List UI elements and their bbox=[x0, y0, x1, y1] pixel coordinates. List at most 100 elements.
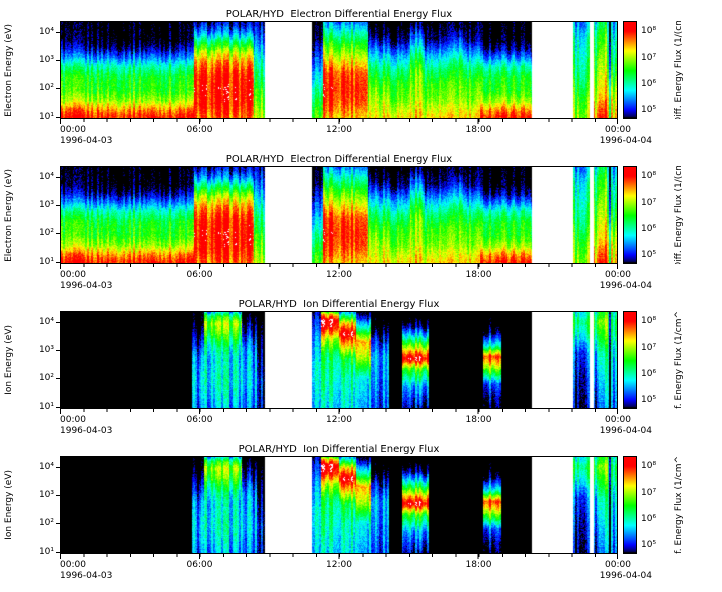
x-tick-label: 18:00 bbox=[465, 415, 492, 425]
y-tick-label: 10⁴ bbox=[38, 461, 54, 472]
y-tick-label: 10⁴ bbox=[38, 316, 54, 327]
x-tick-label: 18:00 bbox=[465, 125, 492, 135]
spectrogram-canvas bbox=[61, 22, 617, 118]
y-tick-label: 10⁴ bbox=[38, 171, 54, 182]
x-date-start: 1996-04-03 bbox=[60, 281, 113, 291]
colorbar-tick-labels: 10⁸ 10⁷ 10⁶ 10⁵ bbox=[637, 456, 671, 554]
y-tick-label: 10³ bbox=[38, 200, 54, 211]
colorbar-tick-label: 10⁸ bbox=[641, 171, 657, 182]
y-axis-label: Electron Energy (eV) bbox=[4, 23, 14, 117]
spectrogram-canvas bbox=[61, 312, 617, 408]
x-tick-label: 00:00 bbox=[60, 415, 86, 425]
spectrogram-plot bbox=[60, 21, 618, 119]
colorbar bbox=[623, 456, 637, 554]
colorbar bbox=[623, 311, 637, 409]
colorbar-tick-label: 10⁶ bbox=[641, 78, 657, 89]
x-axis: 00:00 06:00 12:00 18:00 00:00 1996-04-03 1996-… bbox=[60, 119, 652, 149]
colorbar-tick-label: 10⁵ bbox=[641, 105, 657, 116]
y-tick-mark bbox=[56, 31, 60, 33]
y-tick-label: 10³ bbox=[38, 55, 54, 66]
y-tick-mark bbox=[56, 466, 60, 468]
colorbar-tick-label: 10⁸ bbox=[641, 316, 657, 327]
y-tick-labels: 10⁴ 10³ 10² 10¹ bbox=[16, 456, 60, 557]
colorbar-tick-label: 10⁵ bbox=[641, 250, 657, 261]
x-tick-label: 06:00 bbox=[186, 415, 213, 425]
x-date-end: 1996-04-04 bbox=[599, 281, 653, 291]
y-tick-label: 10² bbox=[38, 518, 54, 529]
plot-row: Ion Energy (eV) 10⁴ 10³ 10² 10¹ 10⁸ 10⁷ 10⁶ 10… bbox=[2, 456, 722, 557]
colorbar-label: f. Energy Flux (1/cm^ bbox=[674, 311, 684, 409]
y-tick-mark bbox=[56, 495, 60, 497]
y-tick-mark bbox=[56, 523, 60, 525]
x-axis-major-ticks bbox=[60, 409, 618, 414]
y-tick-mark bbox=[56, 205, 60, 207]
panel-title: POLAR/HYD Electron Differential Energy F… bbox=[225, 154, 453, 165]
y-tick-mark bbox=[56, 233, 60, 235]
x-tick-label: 18:00 bbox=[465, 270, 492, 280]
spectrogram-plot bbox=[60, 311, 618, 409]
y-tick-label: 10² bbox=[38, 228, 54, 239]
panel-title: POLAR/HYD Electron Differential Energy F… bbox=[225, 9, 453, 20]
y-tick-label: 10² bbox=[38, 83, 54, 94]
colorbar-canvas bbox=[624, 167, 636, 263]
colorbar-label: f. Energy Flux (1/cm^ bbox=[674, 456, 684, 554]
x-tick-label: 12:00 bbox=[326, 415, 352, 425]
x-tick-label: 00:00 bbox=[60, 125, 86, 135]
y-tick-labels: 10⁴ 10³ 10² 10¹ bbox=[16, 21, 60, 122]
y-tick-label: 10³ bbox=[38, 345, 54, 356]
x-tick-label: 18:00 bbox=[465, 560, 492, 570]
spectrogram-panel: POLAR/HYD Ion Differential Energy Flux I… bbox=[2, 443, 722, 584]
spectrogram-canvas bbox=[61, 167, 617, 263]
x-axis: 00:00 06:00 12:00 18:00 00:00 1996-04-03 1996-… bbox=[60, 264, 652, 294]
y-tick-mark bbox=[56, 551, 60, 553]
plot-row: Electron Energy (eV) 10⁴ 10³ 10² 10¹ 10⁸ 10⁷… bbox=[2, 21, 722, 122]
x-tick-label: 12:00 bbox=[326, 560, 352, 570]
y-tick-mark bbox=[56, 406, 60, 408]
y-tick-mark bbox=[56, 88, 60, 90]
spectrogram-panel: POLAR/HYD Electron Differential Energy F… bbox=[2, 153, 722, 294]
x-tick-label: 00:00 bbox=[60, 270, 86, 280]
y-tick-mark bbox=[56, 378, 60, 380]
y-tick-mark bbox=[56, 60, 60, 62]
colorbar-tick-label: 10⁶ bbox=[641, 368, 657, 379]
panel-title: POLAR/HYD Ion Differential Energy Flux bbox=[238, 444, 440, 455]
spectrogram-panel: POLAR/HYD Electron Differential Energy F… bbox=[2, 8, 722, 149]
y-tick-mark bbox=[56, 116, 60, 118]
y-tick-label: 10³ bbox=[38, 490, 54, 501]
colorbar-tick-label: 10⁷ bbox=[641, 52, 657, 63]
y-tick-labels: 10⁴ 10³ 10² 10¹ bbox=[16, 166, 60, 267]
x-tick-label: 00:00 bbox=[605, 270, 631, 280]
x-axis-major-ticks bbox=[60, 119, 618, 124]
x-date-end: 1996-04-04 bbox=[599, 136, 653, 146]
y-tick-mark bbox=[56, 321, 60, 323]
x-date-end: 1996-04-04 bbox=[599, 571, 653, 581]
x-tick-label: 00:00 bbox=[60, 560, 86, 570]
x-tick-label: 12:00 bbox=[326, 270, 352, 280]
y-tick-label: 10¹ bbox=[38, 256, 54, 267]
x-date-end: 1996-04-04 bbox=[599, 426, 653, 436]
colorbar-canvas bbox=[624, 457, 636, 553]
colorbar-tick-label: 10⁵ bbox=[641, 540, 657, 551]
y-tick-label: 10¹ bbox=[38, 401, 54, 412]
y-axis-label: Ion Energy (eV) bbox=[4, 470, 14, 540]
colorbar-label: Diff. Energy Flux (1/(cm bbox=[674, 21, 684, 119]
colorbar-tick-labels: 10⁸ 10⁷ 10⁶ 10⁵ bbox=[637, 21, 671, 119]
plot-row: Ion Energy (eV) 10⁴ 10³ 10² 10¹ 10⁸ 10⁷ 10⁶ 10… bbox=[2, 311, 722, 412]
spectrogram-plot bbox=[60, 166, 618, 264]
colorbar-tick-labels: 10⁸ 10⁷ 10⁶ 10⁵ bbox=[637, 311, 671, 409]
colorbar-tick-label: 10⁸ bbox=[641, 461, 657, 472]
x-date-start: 1996-04-03 bbox=[60, 571, 113, 581]
x-tick-label: 00:00 bbox=[605, 560, 631, 570]
x-axis: 00:00 06:00 12:00 18:00 00:00 1996-04-03 1996-… bbox=[60, 554, 652, 584]
colorbar bbox=[623, 166, 637, 264]
x-tick-label: 06:00 bbox=[186, 125, 213, 135]
x-axis-major-ticks bbox=[60, 554, 618, 559]
x-axis: 00:00 06:00 12:00 18:00 00:00 1996-04-03 1996-… bbox=[60, 409, 652, 439]
x-axis-major-ticks bbox=[60, 264, 618, 269]
y-axis-label: Ion Energy (eV) bbox=[4, 325, 14, 395]
y-tick-label: 10⁴ bbox=[38, 26, 54, 37]
plot-row: Electron Energy (eV) 10⁴ 10³ 10² 10¹ 10⁸ 10⁷… bbox=[2, 166, 722, 267]
colorbar-tick-label: 10⁶ bbox=[641, 513, 657, 524]
y-tick-mark bbox=[56, 350, 60, 352]
